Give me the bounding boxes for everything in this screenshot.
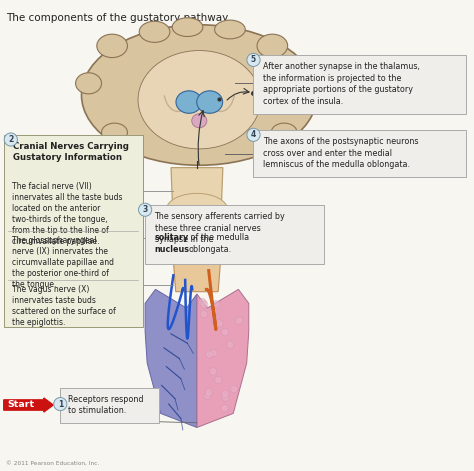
Ellipse shape: [139, 21, 170, 42]
Ellipse shape: [82, 25, 317, 165]
Text: The vagus nerve (X)
innervates taste buds
scattered on the surface of
the epiglo: The vagus nerve (X) innervates taste bud…: [12, 284, 116, 327]
Circle shape: [201, 301, 208, 309]
FancyBboxPatch shape: [4, 135, 143, 327]
Circle shape: [206, 351, 213, 358]
FancyBboxPatch shape: [254, 55, 465, 114]
FancyArrow shape: [4, 398, 53, 412]
Circle shape: [210, 349, 217, 357]
Ellipse shape: [192, 114, 207, 128]
Text: 3: 3: [143, 205, 148, 214]
Text: solitary
nucleus: solitary nucleus: [155, 233, 190, 253]
Circle shape: [221, 404, 228, 412]
Text: 1: 1: [58, 399, 63, 408]
Text: © 2011 Pearson Education, Inc.: © 2011 Pearson Education, Inc.: [6, 461, 100, 466]
Circle shape: [247, 53, 260, 66]
Circle shape: [200, 310, 208, 318]
FancyBboxPatch shape: [145, 205, 324, 264]
Polygon shape: [173, 261, 220, 292]
Text: Start: Start: [8, 400, 35, 409]
Circle shape: [209, 368, 217, 375]
Circle shape: [212, 300, 220, 308]
FancyBboxPatch shape: [254, 130, 465, 177]
Text: The glossopharyngeal
nerve (IX) innervates the
circumvallate papillae and
the po: The glossopharyngeal nerve (IX) innervat…: [12, 236, 114, 289]
Text: Cranial Nerves Carrying
Gustatory Information: Cranial Nerves Carrying Gustatory Inform…: [13, 142, 129, 162]
Circle shape: [204, 392, 211, 399]
Circle shape: [222, 394, 229, 401]
Text: The components of the gustatory pathway: The components of the gustatory pathway: [6, 13, 228, 23]
Circle shape: [205, 389, 212, 396]
Text: The facial nerve (VII)
innervates all the taste buds
located on the anterior
two: The facial nerve (VII) innervates all th…: [12, 182, 122, 246]
Circle shape: [199, 299, 206, 306]
Circle shape: [216, 320, 223, 327]
Circle shape: [54, 398, 67, 411]
Polygon shape: [171, 168, 223, 289]
Text: The axons of the postsynaptic neurons
cross over and enter the medial
lemniscus : The axons of the postsynaptic neurons cr…: [263, 137, 419, 169]
Polygon shape: [197, 289, 249, 428]
Text: Receptors respond
to stimulation.: Receptors respond to stimulation.: [68, 395, 144, 415]
Text: 5: 5: [251, 56, 256, 65]
Circle shape: [247, 128, 260, 141]
Ellipse shape: [215, 20, 245, 39]
Ellipse shape: [101, 123, 128, 142]
Ellipse shape: [253, 83, 287, 102]
Ellipse shape: [97, 34, 128, 57]
Text: of the medulla
oblongata.: of the medulla oblongata.: [189, 233, 250, 253]
Ellipse shape: [271, 123, 297, 142]
Ellipse shape: [288, 73, 314, 94]
Circle shape: [226, 341, 234, 349]
Circle shape: [221, 390, 229, 398]
Circle shape: [215, 376, 222, 384]
Text: 2: 2: [8, 135, 13, 144]
Ellipse shape: [138, 50, 261, 149]
Polygon shape: [145, 289, 197, 428]
Ellipse shape: [166, 194, 228, 226]
Circle shape: [221, 328, 229, 336]
Ellipse shape: [172, 18, 203, 37]
FancyBboxPatch shape: [60, 388, 159, 423]
Circle shape: [138, 203, 152, 216]
Text: After another synapse in the thalamus,
the information is projected to the
appro: After another synapse in the thalamus, t…: [263, 62, 420, 106]
Text: 4: 4: [251, 130, 256, 139]
Text: The sensory afferents carried by
these three cranial nerves
synapse in the: The sensory afferents carried by these t…: [155, 212, 285, 244]
Ellipse shape: [257, 34, 288, 57]
Ellipse shape: [76, 73, 101, 94]
Ellipse shape: [205, 231, 225, 245]
Ellipse shape: [169, 231, 189, 245]
Ellipse shape: [176, 91, 202, 114]
Ellipse shape: [197, 91, 223, 114]
Circle shape: [236, 317, 243, 325]
Circle shape: [230, 385, 238, 393]
Circle shape: [4, 133, 18, 146]
